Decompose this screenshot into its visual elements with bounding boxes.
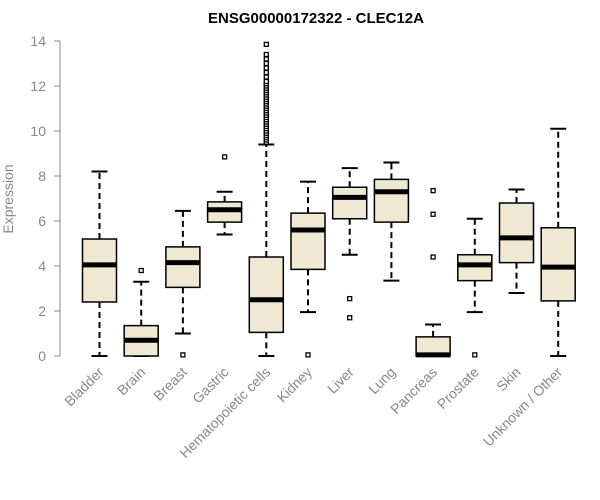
x-category-label-0: Bladder	[61, 364, 107, 410]
boxes-group	[81, 41, 576, 358]
y-tick-label-6: 12	[30, 78, 46, 94]
y-tick-label-1: 2	[38, 303, 46, 319]
x-category-label-2: Breast	[150, 364, 190, 404]
box-outlier	[263, 65, 269, 71]
box-outlier	[472, 352, 478, 358]
y-tick-label-5: 10	[30, 123, 46, 139]
y-axis-label: Expression	[0, 164, 16, 233]
box-outlier	[263, 56, 269, 62]
y-tick-label-2: 4	[38, 258, 46, 274]
box-outlier	[263, 51, 269, 58]
box-iqr	[373, 178, 410, 223]
box-outlier	[221, 154, 228, 160]
x-category-label-11: Unknown / Other	[480, 364, 566, 450]
x-category-label-5: Kidney	[274, 364, 316, 406]
box-outlier	[305, 352, 311, 358]
box-iqr	[331, 186, 368, 220]
y-tick-label-7: 14	[30, 33, 46, 49]
x-category-label-1: Brain	[114, 364, 148, 398]
box-7	[373, 161, 410, 282]
box-iqr	[81, 238, 118, 303]
box-2	[165, 209, 201, 358]
box-outlier	[430, 254, 436, 260]
box-5	[290, 180, 326, 358]
box-1	[123, 267, 159, 357]
x-category-label-9: Prostate	[434, 364, 482, 412]
box-outlier	[263, 41, 269, 48]
box-outlier	[347, 315, 353, 321]
chart-title: ENSG00000172322 - CLEC12A	[208, 10, 424, 27]
box-iqr	[540, 227, 576, 302]
box-iqr	[165, 246, 201, 289]
box-outlier	[263, 74, 269, 80]
box-10	[498, 188, 535, 294]
box-3	[206, 154, 243, 236]
box-outlier	[347, 295, 353, 302]
box-iqr	[290, 212, 326, 271]
box-6	[331, 167, 368, 321]
box-8	[415, 187, 451, 358]
x-category-label-6: Liver	[324, 364, 357, 397]
x-category-label-7: Lung	[365, 364, 398, 397]
box-0	[81, 170, 118, 357]
box-outlier	[263, 78, 269, 85]
y-tick-label-3: 6	[38, 213, 46, 229]
box-outlier	[138, 267, 144, 274]
box-9	[457, 217, 493, 358]
box-outlier	[430, 211, 436, 217]
box-outlier	[263, 60, 269, 67]
box-iqr	[457, 254, 493, 282]
box-outlier	[430, 187, 436, 194]
box-outlier	[180, 352, 186, 358]
y-tick-label-0: 0	[38, 348, 46, 364]
box-iqr	[248, 256, 285, 334]
y-axis: 0 2 4 6 8 10 12 14	[30, 33, 61, 364]
box-outlier	[263, 69, 269, 76]
x-category-label-10: Skin	[493, 364, 524, 395]
box-4	[248, 41, 285, 357]
y-tick-label-4: 8	[38, 168, 46, 184]
box-iqr	[498, 202, 535, 264]
box-11	[540, 127, 576, 357]
